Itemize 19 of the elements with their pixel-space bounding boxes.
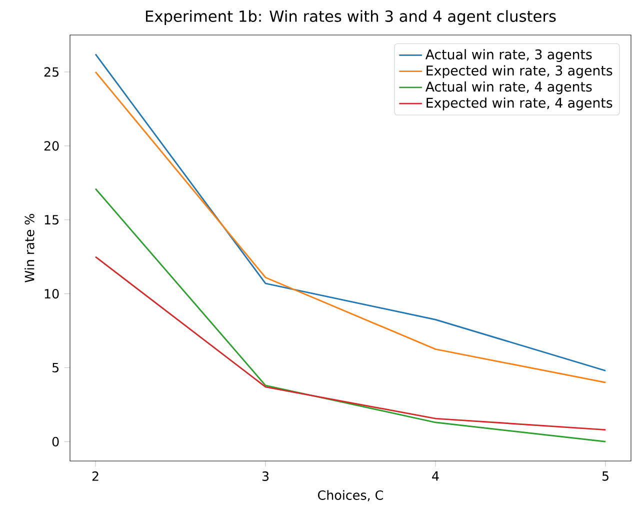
- y-tick-label: 5: [52, 362, 58, 372]
- line-series: [94, 256, 606, 431]
- x-tick-label: 5: [602, 471, 608, 481]
- legend-label: Expected win rate, 4 agents: [426, 98, 612, 110]
- y-axis-title: Win rate %: [24, 214, 34, 282]
- y-tick-label: 10: [44, 288, 59, 299]
- y-tick-label: 20: [44, 141, 59, 151]
- legend-label: Expected win rate, 3 agents: [426, 65, 612, 78]
- x-axis-title: Choices, C: [318, 490, 383, 502]
- legend-label: Actual win rate, 4 agents: [425, 81, 592, 94]
- y-tick-label: 15: [44, 215, 58, 225]
- x-tick-label: 3: [262, 471, 269, 481]
- line-series: [94, 188, 606, 442]
- y-tick-label: 0: [52, 436, 59, 446]
- x-tick-label: 4: [432, 471, 439, 481]
- y-tick-label: 25: [44, 67, 58, 77]
- legend-label: Actual win rate, 3 agents: [425, 49, 592, 62]
- x-tick-label: 2: [92, 471, 98, 481]
- chart-title: Experiment 1b: Win rates with 3 and 4 agent clusters: [146, 10, 556, 25]
